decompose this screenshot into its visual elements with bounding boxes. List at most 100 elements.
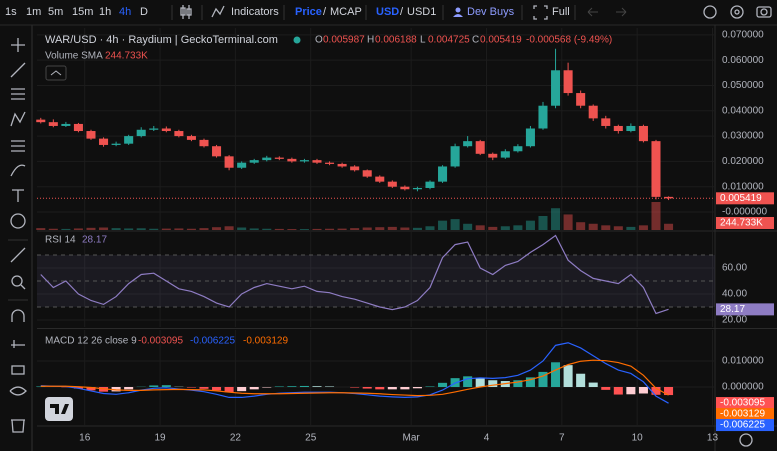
camera-icon[interactable] (756, 6, 772, 18)
redo-icon[interactable] (616, 7, 627, 17)
x-tick-label: 13 (707, 433, 719, 444)
macd-histogram-bar (651, 387, 661, 395)
interval[interactable]: 1s (5, 6, 17, 18)
usd1-toggle[interactable]: USD1 (407, 6, 436, 18)
candle-body (73, 123, 83, 132)
indicators-icon[interactable] (211, 5, 225, 18)
undo-icon[interactable] (587, 7, 598, 17)
macd-histogram-bar (525, 377, 535, 387)
volume-bar (149, 228, 159, 230)
volume-bar (387, 226, 397, 230)
interval[interactable]: 1h (99, 6, 111, 18)
pattern-tool[interactable] (10, 111, 26, 127)
volume-bar (161, 228, 171, 230)
macd-histogram-bar (124, 387, 134, 390)
price-toggle[interactable]: Price (295, 6, 322, 18)
volume-bar (438, 220, 448, 230)
volume-bar (551, 208, 561, 230)
y-tick-label: 0.000000 (722, 382, 764, 393)
candle-body (224, 156, 234, 168)
volume-bar (362, 227, 372, 230)
alert-icon[interactable] (703, 5, 717, 19)
brush-tool[interactable] (10, 164, 26, 177)
settings-icon[interactable] (730, 5, 744, 19)
logo-mark (50, 404, 69, 414)
volume-bar (287, 229, 297, 230)
macd-title: MACD 12 26 close 9 (45, 336, 137, 347)
fib-tool[interactable] (11, 88, 25, 100)
candle-body (412, 187, 422, 190)
signal-line (40, 359, 669, 397)
macd-histogram-bar (274, 386, 284, 387)
y-tick-label: 0.010000 (722, 356, 764, 367)
interval[interactable]: 1m (26, 6, 41, 18)
volume-bar (576, 222, 586, 230)
dev-icon (455, 7, 461, 13)
candle-body (48, 122, 58, 126)
candle-body (249, 160, 259, 163)
candle-body (525, 128, 535, 147)
ruler-tool[interactable] (10, 247, 26, 263)
candle-body (161, 128, 171, 132)
volume-bar (237, 227, 247, 230)
drawing-toolbar (8, 25, 33, 451)
interval[interactable]: D (140, 6, 148, 18)
volume-bar (412, 227, 422, 230)
fullscreen-icon[interactable] (533, 5, 548, 20)
collapse-button[interactable] (45, 65, 67, 81)
projection-tool[interactable] (11, 140, 25, 152)
zoom-tool[interactable] (11, 275, 23, 287)
axis-value-label: -0.006225 (720, 420, 765, 431)
interval[interactable]: 15m (72, 6, 93, 18)
lock-tool[interactable] (11, 365, 25, 375)
emoji-tool[interactable] (10, 213, 26, 229)
text-tool[interactable] (12, 189, 24, 202)
candle-body (387, 181, 397, 187)
candle-body (664, 196, 674, 199)
macd-histogram-bar (375, 387, 385, 390)
interval-active[interactable]: 4h (119, 6, 131, 18)
volume-bar (199, 228, 209, 230)
macd-histogram-bar (601, 387, 611, 390)
volume-bar (262, 228, 272, 230)
volume-tag-label: 244.733K (720, 218, 763, 229)
volume-tag (716, 217, 774, 229)
x-tick-label: 4 (484, 433, 490, 444)
trash-tool[interactable] (11, 419, 25, 433)
candle-body (186, 136, 196, 140)
macd-histogram-bar (149, 385, 159, 387)
y-tick-label: -0.000000 (722, 207, 767, 218)
lock-draw-tool[interactable] (11, 340, 25, 348)
mcap-toggle[interactable]: MCAP (330, 6, 362, 18)
macd-histogram-bar (513, 380, 523, 387)
axis-value-tag (716, 408, 774, 421)
x-tick-label: 19 (154, 433, 166, 444)
candle-body (274, 157, 284, 159)
indicators-button[interactable]: Indicators (231, 6, 279, 18)
candle-body (375, 176, 385, 182)
trendline-tool[interactable] (10, 62, 26, 78)
ohlc-value: 0.006188 (375, 35, 417, 46)
volume-bar (86, 227, 96, 230)
macd-histogram-bar (638, 387, 648, 394)
ohlc-value: 0.005987 (323, 35, 365, 46)
volume-bar (601, 225, 611, 230)
volume-bar (375, 227, 385, 230)
visibility-tool[interactable] (9, 386, 27, 396)
interval[interactable]: 5m (48, 6, 63, 18)
macd-histogram-bar (400, 387, 410, 390)
magnet-tool[interactable] (11, 309, 25, 322)
volume-bar (400, 227, 410, 230)
crosshair-tool[interactable] (11, 38, 25, 52)
full-button[interactable]: Full (552, 6, 570, 18)
dev-icon (453, 14, 463, 17)
candle-icon[interactable] (180, 5, 192, 19)
settings-icon (734, 9, 740, 15)
volume-bar (186, 228, 196, 230)
dev-buys-button[interactable]: Dev Buys (467, 6, 515, 18)
settings-icon[interactable] (739, 433, 753, 447)
usd-toggle[interactable]: USD (376, 6, 399, 18)
candle-body (450, 146, 460, 167)
volume-bar (588, 223, 598, 230)
